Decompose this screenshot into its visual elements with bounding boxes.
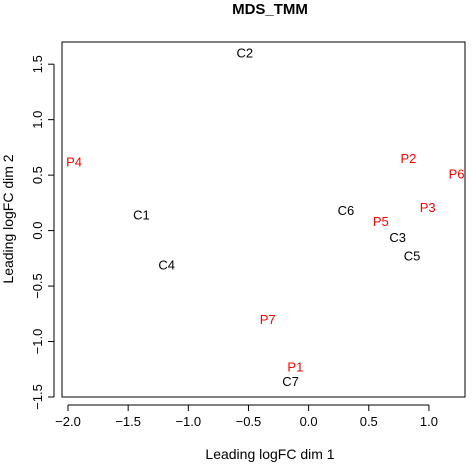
y-tick-label: 0.5 xyxy=(30,166,45,184)
point-label-c4: C4 xyxy=(158,257,175,272)
point-label-p5: P5 xyxy=(373,214,389,229)
point-label-p7: P7 xyxy=(260,312,276,327)
chart-title: MDS_TMM xyxy=(232,1,308,18)
x-tick-label: 0.5 xyxy=(360,414,378,429)
y-tick-label: −1.5 xyxy=(30,384,45,410)
point-label-c3: C3 xyxy=(389,230,406,245)
plot-frame xyxy=(61,41,466,398)
point-label-c6: C6 xyxy=(338,203,355,218)
x-tick-label: 0.0 xyxy=(300,414,318,429)
y-tick-label: 1.5 xyxy=(30,55,45,73)
point-label-p3: P3 xyxy=(420,200,436,215)
point-label-c2: C2 xyxy=(237,46,254,61)
y-axis-title: Leading logFC dim 2 xyxy=(0,154,16,283)
y-axis: −1.5 −1.0 −0.5 0.0 0.5 1.0 1.5 xyxy=(30,55,55,410)
x-tick-label: 1.0 xyxy=(420,414,438,429)
y-tick-label: 0.0 xyxy=(30,222,45,240)
x-tick-label: −1.5 xyxy=(115,414,141,429)
y-tick-label: −1.0 xyxy=(30,329,45,355)
point-label-c1: C1 xyxy=(133,208,150,223)
x-tick-label: −0.5 xyxy=(236,414,262,429)
x-axis-title: Leading logFC dim 1 xyxy=(205,446,334,462)
y-tick-label: −0.5 xyxy=(30,273,45,299)
x-tick-label: −2.0 xyxy=(55,414,81,429)
point-label-c5: C5 xyxy=(404,249,421,264)
point-label-p6: P6 xyxy=(449,167,465,182)
point-label-p1: P1 xyxy=(287,360,303,375)
point-label-p2: P2 xyxy=(401,151,417,166)
point-label-c7: C7 xyxy=(282,374,299,389)
x-axis: −2.0 −1.5 −1.0 −0.5 0.0 0.5 1.0 xyxy=(55,404,438,429)
y-tick-label: 1.0 xyxy=(30,111,45,129)
point-label-p4: P4 xyxy=(66,154,82,169)
x-tick-label: −1.0 xyxy=(175,414,201,429)
